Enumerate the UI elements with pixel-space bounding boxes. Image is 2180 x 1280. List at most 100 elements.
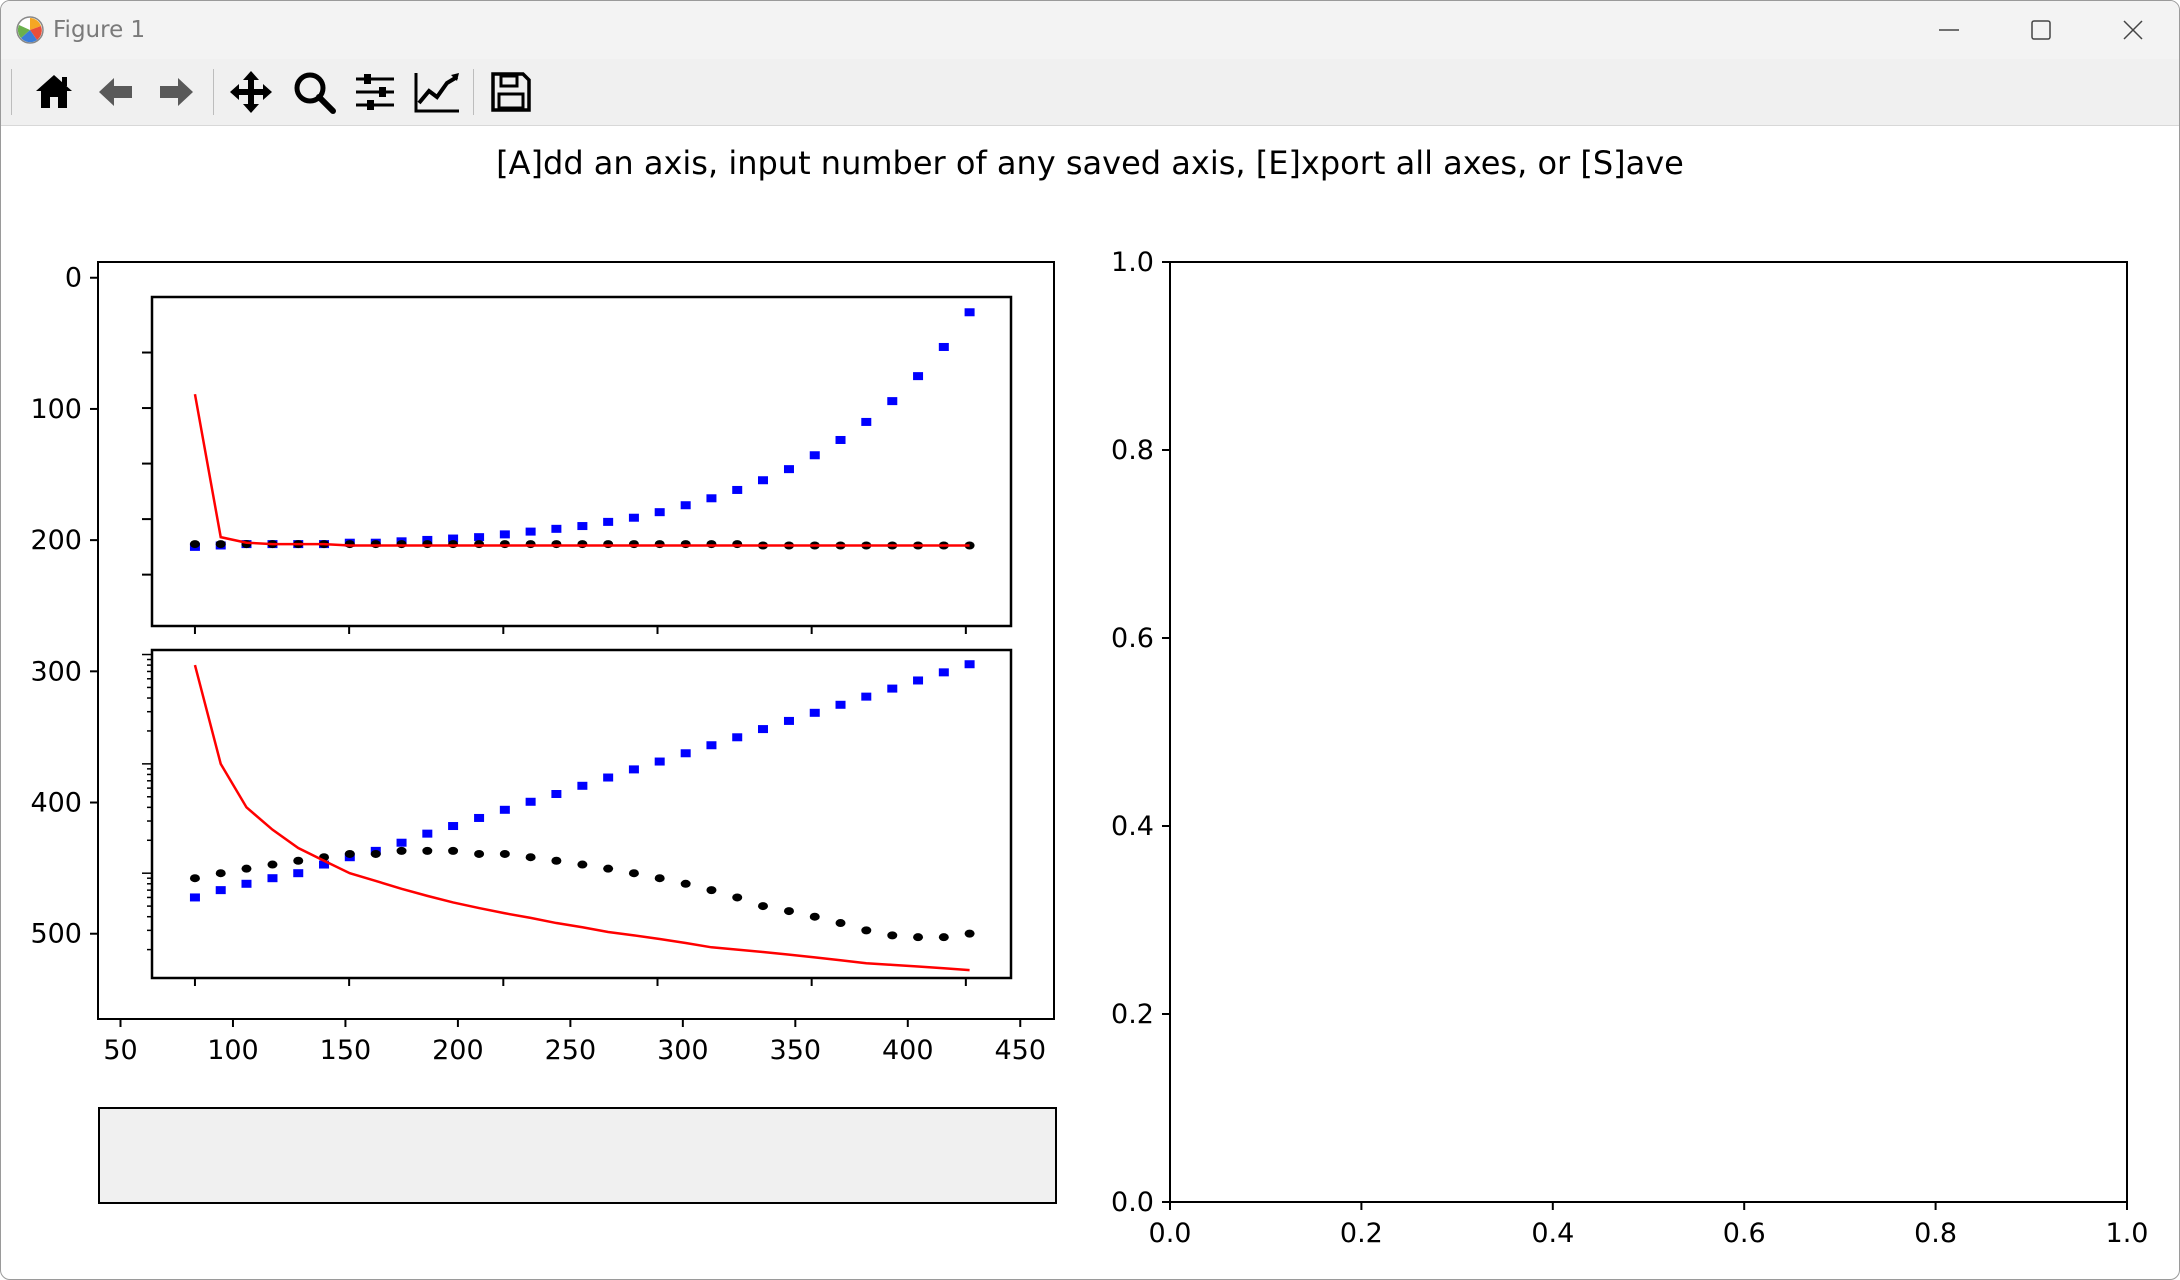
data-point-black [499, 849, 510, 858]
data-point-blue [293, 869, 304, 878]
maximize-button[interactable] [2011, 9, 2071, 51]
data-point-blue [499, 805, 510, 814]
x-tick-label: 400 [882, 1035, 934, 1066]
y-tick-label: 1.0 [1111, 247, 1154, 278]
x-tick-label: 250 [545, 1035, 597, 1066]
data-point-black [628, 540, 639, 549]
back-button[interactable] [90, 69, 142, 115]
maximize-icon [2031, 20, 2051, 40]
data-point-black [448, 540, 459, 549]
data-point-black [551, 856, 562, 865]
data-point-black [732, 540, 743, 549]
x-tick-label: 1.0 [2106, 1218, 2149, 1249]
toolbar-separator [213, 69, 214, 115]
data-point-blue [396, 838, 407, 847]
arrow-right-icon [160, 78, 193, 106]
data-point-black [757, 902, 768, 911]
outer-image-axes: 50 100 150 200 250 300 350 400 450 0 100 200 300 400 5… [30, 261, 1055, 1066]
data-point-blue [706, 741, 717, 750]
data-point-blue [964, 660, 975, 669]
y-tick-label: 0.8 [1111, 435, 1154, 466]
data-point-black [654, 874, 665, 883]
series-line-red [193, 393, 970, 547]
data-point-black [732, 893, 743, 902]
data-point-black [215, 540, 226, 549]
x-tick-label: 0.0 [1149, 1218, 1192, 1249]
text-input-box[interactable] [98, 1107, 1057, 1204]
data-point-blue [448, 534, 459, 543]
data-point-blue [964, 308, 975, 317]
data-point-blue [732, 733, 743, 742]
data-point-blue [887, 684, 898, 693]
y-tick-label: 0.0 [1111, 1187, 1154, 1218]
y-tick-label: 400 [30, 788, 82, 819]
upper-inset-panel [142, 295, 1013, 634]
figure-suptitle: [A]dd an axis, input number of any saved… [496, 144, 1684, 182]
panel-plot-area [189, 308, 975, 551]
forward-button[interactable] [150, 69, 202, 115]
data-point-blue [551, 524, 562, 533]
edit-axes-button[interactable] [411, 69, 463, 115]
data-point-blue [189, 893, 200, 902]
pan-button[interactable] [225, 69, 277, 115]
data-point-black [241, 864, 252, 873]
data-point-blue [448, 822, 459, 831]
data-point-black [474, 540, 485, 549]
data-point-black [654, 540, 665, 549]
data-point-blue [757, 725, 768, 734]
configure-subplots-button[interactable] [349, 69, 401, 115]
data-point-black [835, 919, 846, 928]
data-point-blue [474, 813, 485, 822]
x-tick-label: 100 [207, 1035, 259, 1066]
data-point-black [370, 849, 381, 858]
x-tick-label: 0.6 [1723, 1218, 1766, 1249]
data-point-black [370, 540, 381, 549]
data-point-blue [422, 829, 433, 838]
data-point-blue [499, 530, 510, 539]
data-point-blue [938, 342, 949, 351]
data-point-blue [654, 757, 665, 766]
save-button[interactable] [485, 69, 537, 115]
y-tick-label: 300 [30, 656, 82, 687]
data-point-blue [835, 700, 846, 709]
panel-plot-area [189, 660, 975, 972]
home-button[interactable] [28, 69, 80, 115]
data-point-blue [215, 886, 226, 895]
data-point-black [706, 540, 717, 549]
x-tick-label: 150 [320, 1035, 372, 1066]
data-point-blue [319, 860, 330, 869]
y-tick-label: 200 [30, 525, 82, 556]
data-point-blue [680, 749, 691, 758]
minimize-icon [1939, 29, 1959, 31]
data-point-blue [267, 874, 278, 883]
data-point-blue [241, 879, 252, 888]
minimize-button[interactable] [1919, 9, 1979, 51]
data-point-blue [835, 435, 846, 444]
data-point-black [267, 860, 278, 869]
x-tick-label: 0.8 [1914, 1218, 1957, 1249]
data-point-blue [654, 508, 665, 517]
data-point-blue [577, 522, 588, 531]
data-point-blue [809, 708, 820, 717]
data-point-black [603, 864, 614, 873]
data-point-black [809, 912, 820, 921]
data-point-black [189, 874, 200, 883]
data-point-blue [732, 485, 743, 494]
title-bar[interactable]: Figure 1 [1, 1, 2179, 59]
toolbar-grip [11, 69, 12, 115]
data-point-blue [525, 527, 536, 536]
y-tick-label: 0 [65, 263, 82, 294]
data-point-blue [577, 781, 588, 790]
data-point-black [396, 540, 407, 549]
zoom-icon [294, 72, 336, 114]
panel-frame [150, 295, 1013, 628]
close-button[interactable] [2103, 9, 2163, 51]
data-point-black [551, 540, 562, 549]
zoom-button[interactable] [288, 69, 340, 115]
y-tick-label: 0.4 [1111, 811, 1154, 842]
data-point-blue [603, 517, 614, 526]
data-point-blue [861, 417, 872, 426]
data-point-black [603, 540, 614, 549]
data-point-black [215, 869, 226, 878]
